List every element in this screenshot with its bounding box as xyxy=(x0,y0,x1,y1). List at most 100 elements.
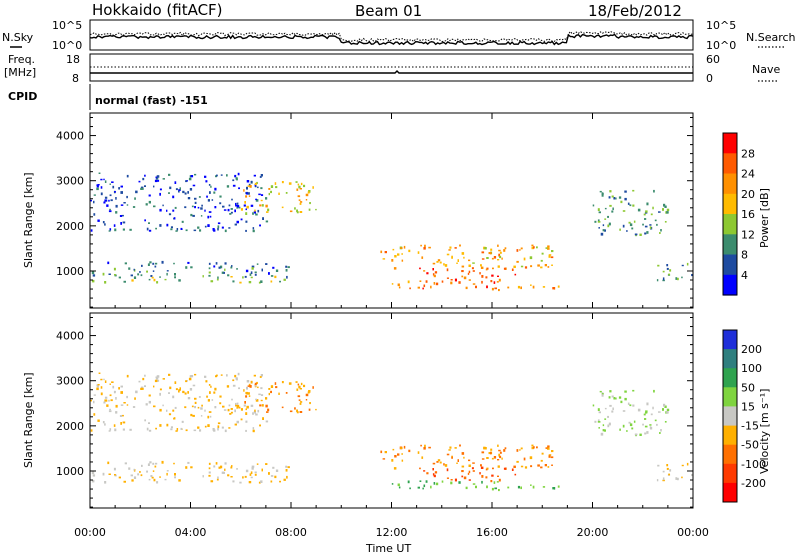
power-cell xyxy=(622,224,625,228)
power-cell xyxy=(541,252,544,255)
velocity-cell xyxy=(490,448,493,451)
colorbar-tick-label: 28 xyxy=(741,147,755,160)
power-cell xyxy=(104,196,108,199)
velocity-cell xyxy=(615,397,617,400)
power-cell xyxy=(152,262,155,265)
velocity-cell xyxy=(235,377,238,380)
power-cell xyxy=(166,209,168,212)
velocity-cell xyxy=(148,400,151,404)
power-cell xyxy=(270,190,272,194)
velocity-cell xyxy=(486,467,489,470)
velocity-cell xyxy=(120,404,124,406)
power-cell xyxy=(126,195,128,199)
power-cell xyxy=(218,266,221,269)
colorbar-swatch xyxy=(723,425,737,446)
velocity-cell xyxy=(315,408,317,411)
power-cell xyxy=(268,188,271,190)
noise-right-tick-top: 10^5 xyxy=(706,19,736,32)
power-cell xyxy=(490,280,493,283)
velocity-cell xyxy=(254,409,256,412)
y-tick-label: 1000 xyxy=(56,265,84,278)
velocity-cell xyxy=(490,451,492,455)
power-region-late-band xyxy=(656,262,693,282)
power-cell xyxy=(249,273,252,276)
power-cell xyxy=(91,271,95,275)
power-cell xyxy=(104,199,107,202)
velocity-cell xyxy=(205,380,208,383)
velocity-region-late-band xyxy=(656,462,693,482)
velocity-cell xyxy=(417,451,420,454)
velocity-cell xyxy=(222,405,225,408)
power-cell xyxy=(312,186,314,189)
power-cell xyxy=(194,173,197,176)
power-cell xyxy=(190,175,194,178)
power-cell xyxy=(118,276,121,279)
velocity-cell xyxy=(622,424,625,428)
power-cell xyxy=(254,184,257,187)
velocity-cell xyxy=(261,404,264,407)
velocity-cell xyxy=(100,386,103,389)
velocity-cell xyxy=(255,399,259,402)
velocity-cell xyxy=(234,423,237,426)
velocity-cell xyxy=(308,390,311,393)
power-cell xyxy=(461,270,464,273)
velocity-cell xyxy=(601,393,604,395)
power-cell xyxy=(608,222,611,226)
power-cell xyxy=(480,266,484,269)
power-cell xyxy=(130,274,133,277)
velocity-cell xyxy=(148,422,150,424)
noise-left-tick-bottom: 10^0 xyxy=(52,39,82,52)
velocity-cell xyxy=(268,392,270,396)
velocity-cell xyxy=(170,426,173,429)
colorbar-tick-label: 12 xyxy=(741,228,755,241)
power-cell xyxy=(192,214,195,217)
power-cell xyxy=(472,270,475,272)
velocity-cell xyxy=(609,404,612,407)
velocity-cell xyxy=(419,467,421,470)
velocity-cell xyxy=(100,378,103,381)
velocity-cell xyxy=(514,473,517,476)
velocity-cell xyxy=(465,486,468,490)
velocity-cell xyxy=(254,384,257,387)
power-cell xyxy=(444,264,448,267)
velocity-cell xyxy=(198,396,201,398)
power-cell xyxy=(270,275,274,277)
colorbar-swatch xyxy=(723,349,737,369)
power-cell xyxy=(401,259,404,262)
power-cell xyxy=(141,264,143,267)
power-cell xyxy=(481,275,484,278)
power-ylabel: Slant Range [km] xyxy=(22,172,35,268)
velocity-cell xyxy=(202,475,204,478)
velocity-cell xyxy=(228,427,231,429)
velocity-cell xyxy=(423,447,426,450)
velocity-cell xyxy=(479,472,481,475)
power-cell xyxy=(604,218,607,220)
power-cell xyxy=(289,210,293,213)
velocity-cell xyxy=(151,476,154,479)
velocity-cell xyxy=(516,449,519,452)
colorbar-tick-label: -100 xyxy=(741,458,766,471)
noise-search-line xyxy=(89,30,694,43)
velocity-cell xyxy=(104,396,108,399)
power-cell xyxy=(446,268,449,272)
power-cell xyxy=(391,259,394,262)
power-cell xyxy=(162,178,165,180)
velocity-cell xyxy=(519,449,521,451)
velocity-region-day-echo xyxy=(380,444,554,471)
power-cell xyxy=(294,207,296,210)
colorbar-swatch xyxy=(723,254,737,276)
power-cell xyxy=(216,278,219,281)
velocity-cell xyxy=(162,404,164,407)
colorbar-swatch xyxy=(723,444,737,465)
velocity-cell xyxy=(123,480,126,483)
power-cell xyxy=(162,204,164,207)
velocity-cell xyxy=(496,481,499,483)
power-cell xyxy=(231,265,233,267)
velocity-cell xyxy=(147,463,150,466)
power-cell xyxy=(299,211,303,213)
velocity-cell xyxy=(449,446,452,449)
velocity-cell xyxy=(157,379,160,382)
power-cell xyxy=(260,280,263,283)
power-cell xyxy=(450,279,453,281)
velocity-cell xyxy=(170,428,173,431)
